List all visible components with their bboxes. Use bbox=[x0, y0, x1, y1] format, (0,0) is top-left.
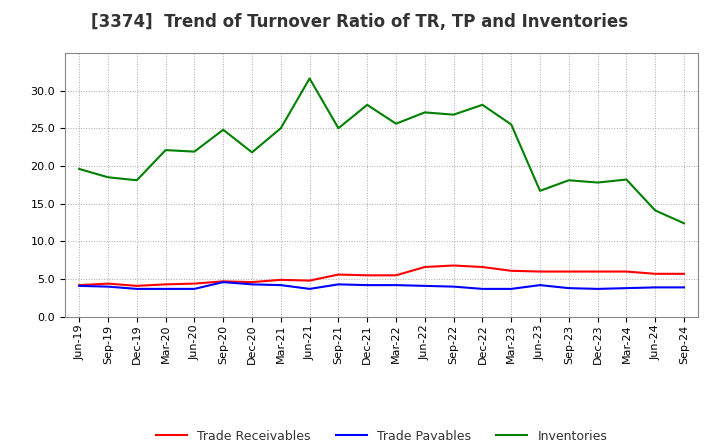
Trade Payables bbox=[593, 286, 602, 292]
Trade Receivables bbox=[593, 269, 602, 274]
Trade Payables bbox=[75, 283, 84, 289]
Trade Payables bbox=[420, 283, 429, 289]
Trade Payables bbox=[622, 286, 631, 291]
Inventories bbox=[593, 180, 602, 185]
Inventories bbox=[449, 112, 458, 117]
Trade Receivables bbox=[75, 282, 84, 288]
Inventories bbox=[276, 125, 285, 131]
Trade Payables bbox=[449, 284, 458, 289]
Trade Payables bbox=[305, 286, 314, 292]
Trade Payables bbox=[190, 286, 199, 292]
Trade Receivables bbox=[219, 279, 228, 284]
Inventories bbox=[507, 122, 516, 127]
Inventories bbox=[161, 147, 170, 153]
Inventories bbox=[190, 149, 199, 154]
Inventories bbox=[622, 177, 631, 182]
Trade Receivables bbox=[161, 282, 170, 287]
Trade Payables bbox=[651, 285, 660, 290]
Inventories bbox=[104, 175, 112, 180]
Trade Receivables bbox=[190, 281, 199, 286]
Trade Receivables bbox=[104, 281, 112, 286]
Inventories bbox=[680, 220, 688, 226]
Trade Receivables bbox=[651, 271, 660, 276]
Trade Payables bbox=[132, 286, 141, 292]
Inventories bbox=[392, 121, 400, 126]
Inventories bbox=[564, 178, 573, 183]
Inventories bbox=[420, 110, 429, 115]
Trade Receivables bbox=[334, 272, 343, 277]
Trade Receivables bbox=[363, 273, 372, 278]
Inventories bbox=[219, 127, 228, 132]
Line: Trade Payables: Trade Payables bbox=[79, 282, 684, 289]
Trade Receivables bbox=[478, 264, 487, 270]
Trade Payables bbox=[680, 285, 688, 290]
Trade Receivables bbox=[248, 279, 256, 285]
Line: Inventories: Inventories bbox=[79, 78, 684, 223]
Trade Receivables bbox=[276, 277, 285, 282]
Inventories bbox=[132, 178, 141, 183]
Trade Payables bbox=[276, 282, 285, 288]
Trade Receivables bbox=[420, 264, 429, 270]
Inventories bbox=[305, 76, 314, 81]
Trade Receivables bbox=[564, 269, 573, 274]
Legend: Trade Receivables, Trade Payables, Inventories: Trade Receivables, Trade Payables, Inven… bbox=[151, 425, 612, 440]
Inventories bbox=[248, 150, 256, 155]
Trade Receivables bbox=[132, 283, 141, 289]
Inventories bbox=[363, 102, 372, 107]
Line: Trade Receivables: Trade Receivables bbox=[79, 265, 684, 286]
Inventories bbox=[75, 166, 84, 172]
Inventories bbox=[651, 208, 660, 213]
Trade Payables bbox=[219, 279, 228, 285]
Trade Payables bbox=[564, 286, 573, 291]
Trade Receivables bbox=[622, 269, 631, 274]
Trade Receivables bbox=[449, 263, 458, 268]
Trade Payables bbox=[248, 282, 256, 287]
Trade Receivables bbox=[305, 278, 314, 283]
Text: [3374]  Trend of Turnover Ratio of TR, TP and Inventories: [3374] Trend of Turnover Ratio of TR, TP… bbox=[91, 13, 629, 31]
Trade Payables bbox=[392, 282, 400, 288]
Trade Payables bbox=[536, 282, 544, 288]
Inventories bbox=[334, 125, 343, 131]
Inventories bbox=[536, 188, 544, 194]
Trade Payables bbox=[478, 286, 487, 292]
Trade Receivables bbox=[680, 271, 688, 276]
Inventories bbox=[478, 102, 487, 107]
Trade Payables bbox=[161, 286, 170, 292]
Trade Payables bbox=[334, 282, 343, 287]
Trade Receivables bbox=[392, 273, 400, 278]
Trade Payables bbox=[363, 282, 372, 288]
Trade Receivables bbox=[507, 268, 516, 273]
Trade Payables bbox=[104, 284, 112, 289]
Trade Payables bbox=[507, 286, 516, 292]
Trade Receivables bbox=[536, 269, 544, 274]
